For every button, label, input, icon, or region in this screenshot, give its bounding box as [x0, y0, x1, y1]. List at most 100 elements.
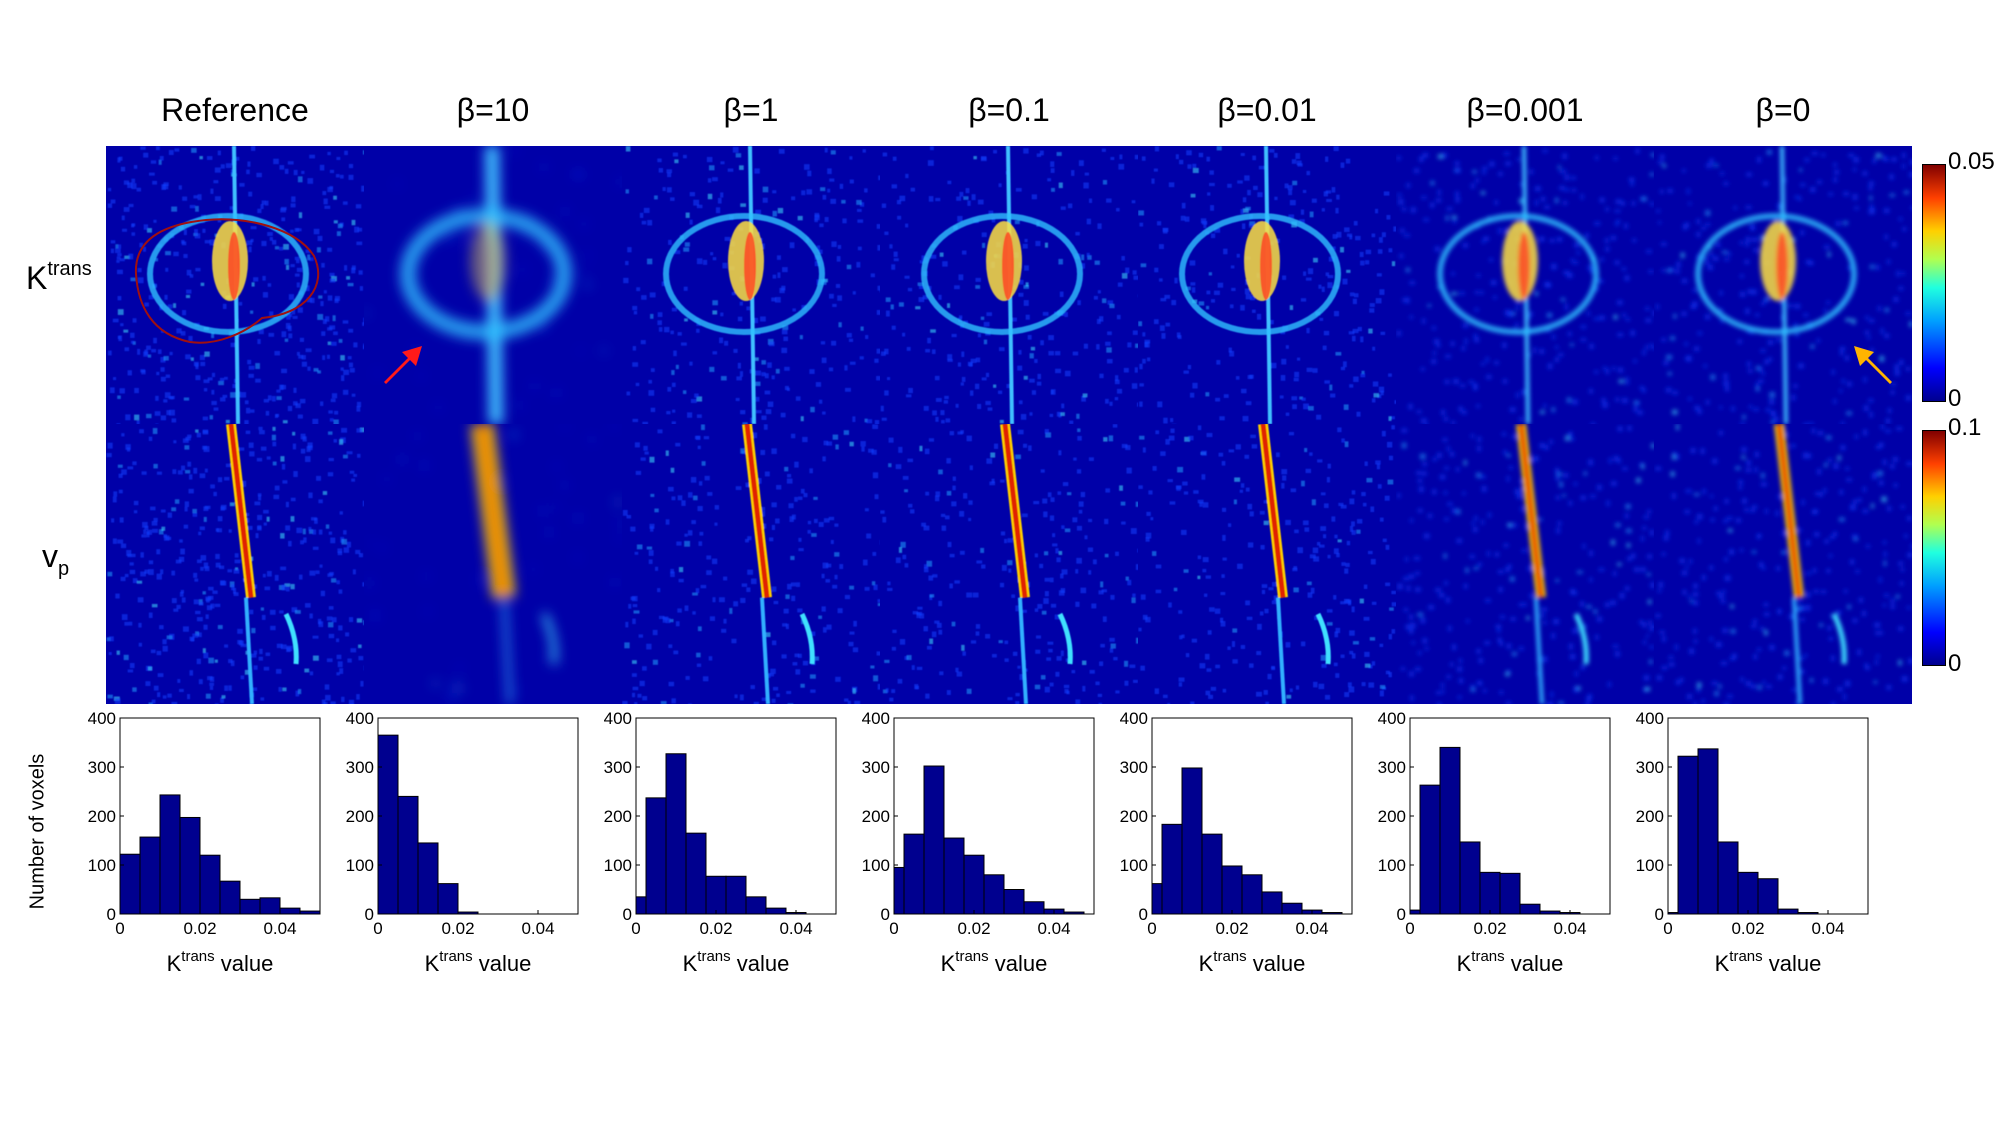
ktrans-map-row — [106, 146, 1912, 424]
ktrans-map-4 — [1138, 146, 1396, 424]
histogram-bar — [665, 753, 687, 915]
ktrans-colorbar-min: 0 — [1948, 385, 1962, 412]
histogram-bar — [1261, 891, 1283, 915]
vp-map-0 — [106, 424, 364, 704]
histogram-bar — [1697, 748, 1719, 915]
histogram-bar — [923, 765, 945, 915]
histogram-bar — [1161, 823, 1183, 915]
histogram-bar — [893, 866, 905, 915]
yellow-arrow-icon — [1854, 346, 1892, 384]
histogram-3: 0 100 200 300 400 0 0.02 0.04 — [862, 709, 1095, 938]
x-tick-label: 0.04 — [1037, 919, 1070, 938]
y-tick-label: 200 — [1636, 807, 1664, 826]
y-tick-label: 200 — [1378, 807, 1406, 826]
row-label-ktrans: Ktrans — [26, 258, 92, 296]
histogram-bar — [299, 910, 321, 915]
ktrans-map-5 — [1396, 146, 1654, 424]
column-title-6: β=0 — [1755, 92, 1811, 128]
histogram-xlabel-0: Ktrans value — [166, 948, 274, 976]
histogram-bar — [1281, 902, 1303, 915]
y-tick-label: 400 — [862, 709, 890, 728]
histogram-xlabel-1: Ktrans value — [424, 948, 532, 976]
histogram-5: 0 100 200 300 400 0 0.02 0.04 — [1378, 709, 1611, 938]
vp-map-6 — [1654, 424, 1912, 704]
histogram-bar — [159, 794, 181, 915]
y-tick-label: 400 — [346, 709, 374, 728]
histogram-bar — [1003, 889, 1025, 915]
histogram-bar — [1539, 910, 1561, 915]
histogram-bar — [1479, 871, 1501, 915]
histogram-bar — [635, 896, 647, 915]
histogram-bar — [239, 898, 261, 915]
y-tick-label: 200 — [1120, 807, 1148, 826]
histogram-bar — [1519, 903, 1541, 915]
vp-map-1 — [364, 424, 622, 704]
y-tick-label: 300 — [1120, 758, 1148, 777]
histogram-bar — [1023, 901, 1045, 915]
histogram-bar — [259, 897, 281, 915]
vp-map-3 — [880, 424, 1138, 704]
histogram-bar — [417, 842, 439, 915]
histogram-bar — [1459, 841, 1481, 915]
histogram-2: 0 100 200 300 400 0 0.02 0.04 — [604, 709, 837, 938]
vp-colorbar-min: 0 — [1948, 650, 1962, 677]
vp-map-4 — [1138, 424, 1396, 704]
y-tick-label: 0 — [881, 905, 890, 924]
x-tick-label: 0.04 — [1553, 919, 1586, 938]
histogram-bar — [983, 874, 1005, 915]
y-tick-label: 300 — [604, 758, 632, 777]
histogram-bar — [1063, 911, 1085, 915]
histogram-bar — [1757, 878, 1779, 915]
x-tick-label: 0.04 — [1295, 919, 1328, 938]
histogram-bar — [1221, 865, 1243, 915]
ktrans-map-0 — [106, 146, 364, 424]
y-tick-label: 300 — [1636, 758, 1664, 777]
vp-map-2 — [622, 424, 880, 704]
x-tick-label: 0 — [631, 919, 640, 938]
histogram-bar — [1717, 841, 1739, 915]
x-tick-label: 0.04 — [779, 919, 812, 938]
column-title-2: β=1 — [723, 92, 779, 128]
x-tick-label: 0.02 — [441, 919, 474, 938]
x-tick-label: 0 — [1663, 919, 1672, 938]
histogram-bar — [705, 875, 727, 915]
histogram-xlabel-6: Ktrans value — [1714, 948, 1822, 976]
ktrans-map-1 — [364, 146, 622, 424]
histogram-bar — [745, 896, 767, 915]
histogram-bar — [179, 816, 201, 915]
y-tick-label: 100 — [604, 856, 632, 875]
x-tick-label: 0.04 — [263, 919, 296, 938]
histogram-1: 0 100 200 300 400 0 0.02 0.04 — [346, 709, 579, 938]
histogram-bar — [219, 880, 241, 915]
histogram-4: 0 100 200 300 400 0 0.02 0.04 — [1120, 709, 1353, 938]
ktrans-map-3 — [880, 146, 1138, 424]
column-title-5: β=0.001 — [1466, 92, 1584, 128]
histogram-bar — [1241, 874, 1263, 915]
y-tick-label: 200 — [88, 807, 116, 826]
histogram-bar — [765, 907, 787, 915]
x-tick-label: 0.02 — [1473, 919, 1506, 938]
x-tick-label: 0 — [889, 919, 898, 938]
histogram-bar — [279, 907, 301, 915]
x-tick-label: 0.02 — [1215, 919, 1248, 938]
ktrans-colorbar — [1922, 164, 1946, 402]
histogram-bar — [1419, 784, 1441, 915]
x-tick-label: 0.02 — [183, 919, 216, 938]
ktrans-colorbar-max: 0.05 — [1948, 148, 1995, 175]
x-tick-label: 0 — [373, 919, 382, 938]
vp-map-5 — [1396, 424, 1654, 704]
histogram-bar — [725, 875, 747, 915]
y-tick-label: 100 — [1636, 856, 1664, 875]
y-tick-label: 400 — [604, 709, 632, 728]
histogram-bar — [1499, 872, 1521, 915]
row-label-vp: vp — [42, 538, 70, 580]
y-tick-label: 100 — [862, 856, 890, 875]
histogram-bar — [943, 837, 965, 915]
y-tick-label: 400 — [1120, 709, 1148, 728]
y-tick-label: 400 — [1378, 709, 1406, 728]
column-title-3: β=0.1 — [968, 92, 1050, 128]
x-tick-label: 0.02 — [1731, 919, 1764, 938]
column-title-4: β=0.01 — [1217, 92, 1317, 128]
histogram-bar — [963, 854, 985, 915]
